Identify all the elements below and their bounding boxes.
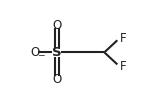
Text: O: O — [52, 73, 62, 86]
Text: S: S — [52, 46, 62, 59]
Text: F: F — [119, 32, 126, 45]
Text: O: O — [52, 19, 62, 32]
Text: −: − — [37, 51, 45, 60]
Text: O: O — [31, 46, 40, 59]
Text: F: F — [119, 60, 126, 73]
